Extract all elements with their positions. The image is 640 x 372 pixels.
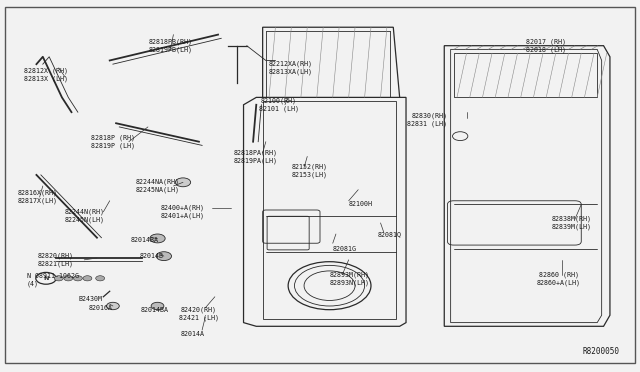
Text: 82014A: 82014A — [180, 331, 205, 337]
Text: 82838M(RH)
82839M(LH): 82838M(RH) 82839M(LH) — [552, 216, 592, 230]
Text: 82014B: 82014B — [139, 253, 163, 259]
Text: 82420(RH)
82421 (LH): 82420(RH) 82421 (LH) — [179, 306, 219, 321]
Circle shape — [96, 276, 104, 281]
Text: 82830(RH)
82831 (LH): 82830(RH) 82831 (LH) — [408, 112, 447, 127]
Text: N: N — [44, 276, 49, 281]
Circle shape — [150, 234, 165, 243]
Text: 82893M(RH)
82893N(LH): 82893M(RH) 82893N(LH) — [330, 271, 369, 286]
Text: N 08911-1062G
(4): N 08911-1062G (4) — [27, 273, 79, 287]
Text: 82820(RH)
82821(LH): 82820(RH) 82821(LH) — [38, 253, 74, 267]
Text: 82017 (RH)
82018 (LH): 82017 (RH) 82018 (LH) — [526, 38, 566, 53]
Text: 82081G: 82081G — [333, 246, 356, 252]
Circle shape — [106, 302, 119, 310]
Circle shape — [64, 276, 73, 281]
Text: R8200050: R8200050 — [582, 347, 620, 356]
Circle shape — [151, 302, 164, 310]
Text: 82400+A(RH)
82401+A(LH): 82400+A(RH) 82401+A(LH) — [161, 205, 205, 219]
Text: 82860 (RH)
82860+A(LH): 82860 (RH) 82860+A(LH) — [537, 271, 581, 286]
Text: 82212XA(RH)
82813XA(LH): 82212XA(RH) 82813XA(LH) — [269, 61, 313, 75]
Text: 82244N(RH)
82245N(LH): 82244N(RH) 82245N(LH) — [64, 208, 104, 223]
Circle shape — [156, 252, 172, 260]
Text: 82081Q: 82081Q — [378, 231, 401, 237]
Circle shape — [83, 276, 92, 281]
Text: 82816X(RH)
82817X(LH): 82816X(RH) 82817X(LH) — [17, 190, 58, 204]
Text: 82014BA: 82014BA — [140, 307, 168, 313]
Text: 82818PA(RH)
82819PA(LH): 82818PA(RH) 82819PA(LH) — [234, 149, 278, 164]
Circle shape — [175, 178, 191, 187]
Text: 82152(RH)
82153(LH): 82152(RH) 82153(LH) — [291, 164, 327, 179]
Text: 82818P (RH)
82819P (LH): 82818P (RH) 82819P (LH) — [91, 134, 135, 149]
Text: 82818PB(RH)
82819PB(LH): 82818PB(RH) 82819PB(LH) — [148, 38, 192, 53]
Circle shape — [74, 276, 83, 281]
Text: 82016A: 82016A — [88, 305, 112, 311]
Text: 82100(RH)
82101 (LH): 82100(RH) 82101 (LH) — [259, 97, 299, 112]
Text: 82014BA: 82014BA — [131, 237, 159, 243]
Text: B2430M: B2430M — [79, 296, 102, 302]
Text: 82244NA(RH)
82245NA(LH): 82244NA(RH) 82245NA(LH) — [136, 179, 179, 193]
Text: 82100H: 82100H — [349, 202, 372, 208]
Circle shape — [54, 276, 63, 281]
Text: 82812X (RH)
82813X (LH): 82812X (RH) 82813X (LH) — [24, 68, 68, 83]
